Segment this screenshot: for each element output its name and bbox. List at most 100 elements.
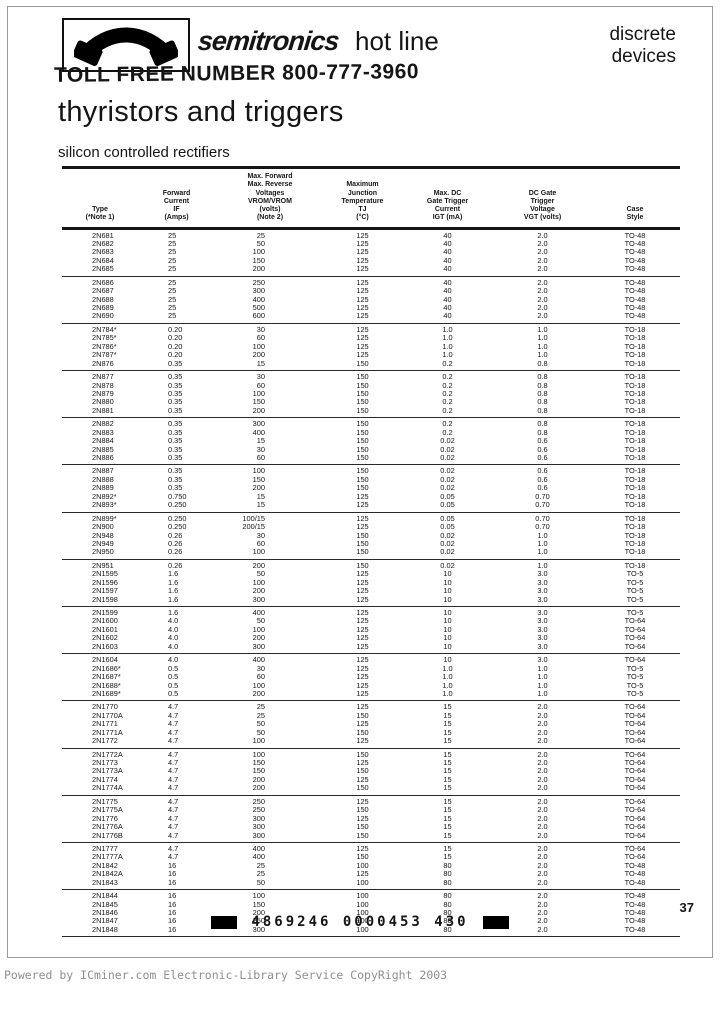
table-cell: 2N1847 [92, 916, 118, 926]
table-row: 2N877 0.35 30 150 0.2 0.8 TO-18 [62, 372, 680, 382]
table-cell: 150 [356, 547, 369, 557]
table-cell: 15 [443, 796, 452, 806]
table-cell: TO-48 [624, 908, 646, 917]
table-cell: 2N1598 [92, 594, 118, 604]
table-cell: 150 [356, 419, 369, 429]
table-row: 2N1687* 0.5 60 125 1.0 1.0 TO-5 [62, 672, 680, 682]
table-cell: 4.7 [168, 843, 179, 853]
table-cell: TO-48 [624, 924, 646, 934]
table-cell: 16 [168, 891, 177, 901]
table-cell: 25 [168, 247, 177, 257]
table-cell: 100/15 [242, 513, 265, 523]
table-cell: 250 [252, 277, 265, 287]
table-cell: 16 [168, 899, 177, 909]
table-cell: 4.7 [168, 796, 179, 806]
table-cell: 150 [356, 358, 369, 368]
table-cell: 2N1604 [92, 655, 118, 665]
table-row: 2N1601 4.0 100 125 10 3.0 TO-64 [62, 625, 680, 634]
table-cell: TO-64 [624, 710, 646, 720]
table-cell: 100 [252, 247, 265, 257]
table-row: 2N1772A 4.7 100 150 15 2.0 TO-64 [62, 749, 680, 759]
table-group: 2N951 0.26 200 150 0.02 1.0 TO-18 2N1595 1.6 50 12… [62, 560, 680, 607]
table-row: 2N876 0.35 15 150 0.2 0.8 TO-18 [62, 358, 680, 368]
table-cell: 50 [256, 727, 265, 737]
table-cell: 2N878 [92, 380, 114, 390]
table-cell: 10 [443, 586, 452, 596]
table-cell: 125 [356, 341, 369, 351]
column-header-6: Case Style [626, 206, 644, 222]
table-cell: TO-64 [624, 805, 646, 815]
table-cell: 2N893* [92, 500, 117, 510]
table-cell: 2N1844 [92, 891, 118, 901]
table-cell: 25 [168, 230, 177, 240]
table-cell: TO-48 [624, 277, 646, 287]
table-row: 2N1688* 0.5 100 125 1.0 1.0 TO-5 [62, 681, 680, 690]
table-cell: 2.0 [537, 719, 548, 729]
table-cell: 150 [356, 727, 369, 737]
table-cell: 2N1603 [92, 641, 118, 651]
table-cell: 2N1600 [92, 616, 118, 626]
table-group: 2N1604 4.0 400 125 10 3.0 TO-64 2N1686* 0.5 30 125… [62, 654, 680, 702]
table-row: 2N1603 4.0 300 125 10 3.0 TO-64 [62, 641, 680, 651]
table-cell: TO-5 [626, 594, 644, 604]
table-cell: 250 [252, 805, 265, 815]
table-cell: 0.02 [440, 560, 455, 570]
table-cell: 2N1848 [92, 924, 118, 934]
table-cell: 150 [252, 255, 265, 265]
table-cell: 15 [256, 436, 265, 446]
table-cell: 150 [356, 483, 369, 493]
table-row: 2N687 25 300 125 40 2.0 TO-48 [62, 286, 680, 295]
table-cell: 0.70 [535, 522, 550, 532]
table-cell: 2N1772A [92, 749, 123, 759]
table-cell: 2N785* [92, 333, 117, 343]
table-row: 2N893* 0.250 15 125 0.05 0.70 TO-18 [62, 500, 680, 510]
table-cell: 125 [356, 247, 369, 257]
table-cell: 150 [356, 830, 369, 840]
page-title: thyristors and triggers [58, 96, 344, 128]
table-cell: 2N1777A [92, 852, 123, 862]
table-cell: 4.7 [168, 719, 179, 729]
table-cell: 2N1773 [92, 758, 118, 767]
table-cell: 15 [443, 843, 452, 853]
table-cell: 1.0 [537, 688, 548, 698]
table-row: 2N689 25 500 125 40 2.0 TO-48 [62, 303, 680, 312]
table-cell: 2.0 [537, 255, 548, 265]
table-cell: TO-18 [624, 372, 646, 382]
table-cell: TO-18 [624, 358, 646, 368]
table-row: 2N1842A 16 25 125 80 2.0 TO-48 [62, 869, 680, 879]
table-cell: 0.20 [168, 341, 183, 351]
table-cell: 0.05 [440, 500, 455, 510]
table-cell: TO-64 [624, 719, 646, 729]
table-cell: 2N900 [92, 522, 114, 532]
table-cell: 2N1773A [92, 766, 123, 776]
toll-free-number: TOLL FREE NUMBER 800-777-3960 [53, 60, 420, 87]
table-cell: 125 [356, 869, 369, 879]
table-cell: 2N1845 [92, 899, 118, 909]
table-cell: 125 [356, 672, 369, 682]
table-group: 2N1777 4.7 400 125 15 2.0 TO-64 2N1777A 4.7 400 15… [62, 843, 680, 891]
table-cell: 30 [256, 444, 265, 454]
table-row: 2N1774A 4.7 200 150 15 2.0 TO-64 [62, 783, 680, 792]
table-row: 2N950 0.26 100 150 0.02 1.0 TO-18 [62, 547, 680, 557]
table-cell: 200 [252, 560, 265, 570]
table-cell: 2N1602 [92, 633, 118, 643]
table-row: 2N882 0.35 300 150 0.2 0.8 TO-18 [62, 419, 680, 429]
table-cell: 2.0 [537, 247, 548, 257]
table-group: 2N784* 0.20 30 125 1.0 1.0 TO-18 2N785* 0.20 60 12… [62, 324, 680, 372]
table-cell: 0.2 [442, 397, 453, 407]
table-cell: 2N1775A [92, 805, 123, 815]
table-cell: 150 [252, 758, 265, 767]
discrete-devices-label: discrete devices [609, 24, 676, 68]
table-cell: 2N884 [92, 436, 114, 446]
table-row: 2N1597 1.6 200 125 10 3.0 TO-5 [62, 586, 680, 596]
table-row: 2N682 25 50 125 40 2.0 TO-48 [62, 239, 680, 248]
table-cell: 10 [443, 608, 452, 617]
table-row: 2N1598 1.6 300 125 10 3.0 TO-5 [62, 594, 680, 604]
table-cell: 200 [252, 633, 265, 643]
table-cell: 0.2 [442, 358, 453, 368]
table-cell: 2.0 [537, 830, 548, 840]
table-cell: 2.0 [537, 908, 548, 917]
table-cell: 2N1686* [92, 663, 121, 673]
table-cell: 25 [168, 311, 177, 321]
table-cell: 125 [356, 688, 369, 698]
